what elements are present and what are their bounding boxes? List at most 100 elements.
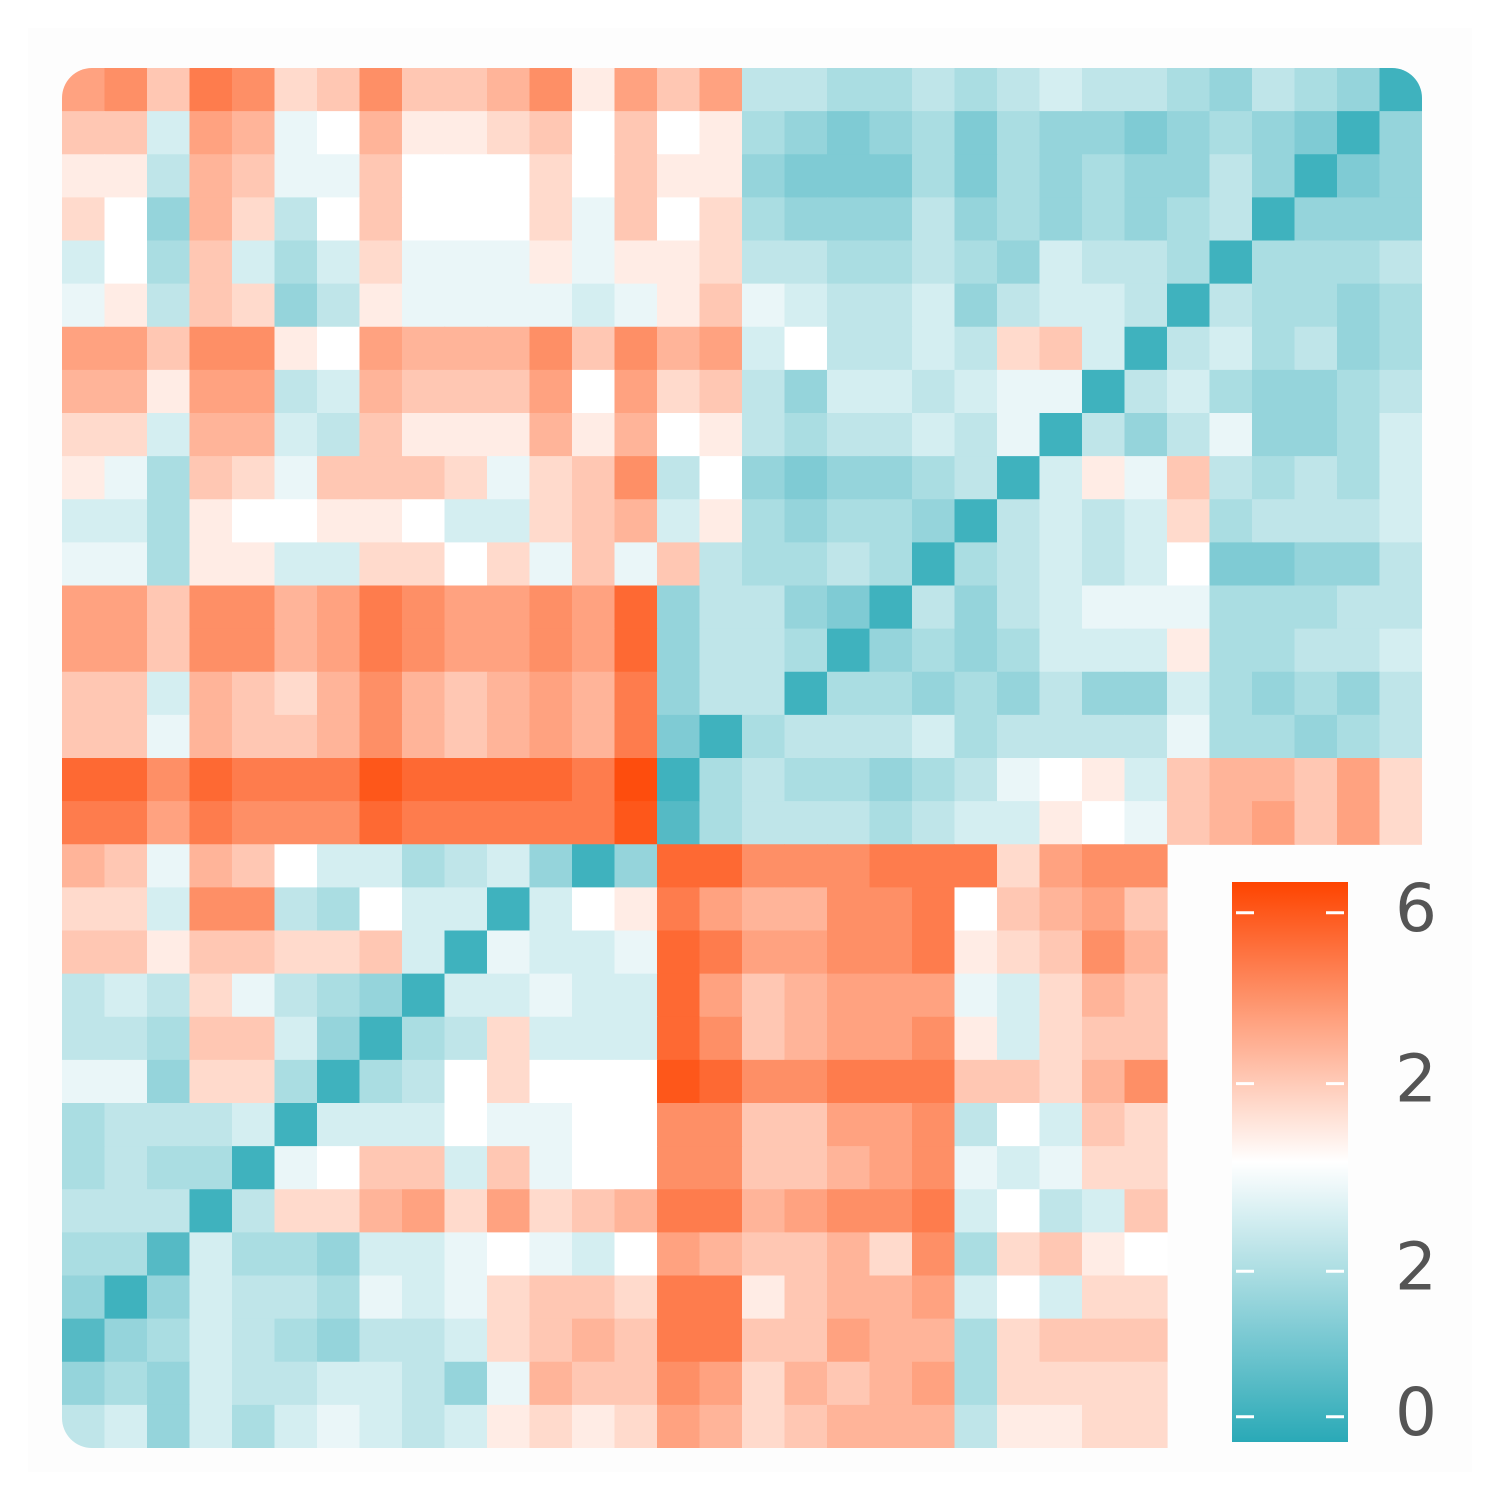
cell <box>147 585 191 630</box>
cell <box>572 111 616 155</box>
cell <box>997 456 1041 500</box>
cell <box>62 1189 106 1233</box>
cell <box>954 240 998 285</box>
cell <box>1124 1318 1168 1363</box>
cell <box>189 887 233 932</box>
cell <box>1337 585 1381 630</box>
cell <box>274 1404 318 1448</box>
cell <box>232 801 276 845</box>
cell <box>529 456 573 500</box>
cell <box>997 542 1041 587</box>
cell <box>1167 413 1211 457</box>
cell <box>317 1146 361 1190</box>
cell <box>189 1275 233 1320</box>
cell <box>359 1404 403 1448</box>
cell <box>657 844 701 888</box>
cell <box>912 197 956 242</box>
cell <box>657 628 701 673</box>
cell <box>147 973 191 1018</box>
cell <box>657 283 701 328</box>
cell <box>1039 1059 1083 1104</box>
cell <box>699 801 743 845</box>
cell <box>827 1318 871 1363</box>
cell <box>359 671 403 716</box>
cell <box>232 283 276 328</box>
cell <box>189 499 233 543</box>
cell <box>1252 628 1296 673</box>
cell <box>359 68 403 112</box>
cell <box>784 585 828 630</box>
cell <box>317 1275 361 1320</box>
cell <box>232 542 276 587</box>
cell <box>869 240 913 285</box>
cell <box>1039 499 1083 543</box>
cell <box>784 1318 828 1363</box>
cell <box>317 930 361 975</box>
colorbar-ticks: 0 2 2 6 <box>1236 870 1437 1451</box>
cell <box>784 1189 828 1233</box>
cell <box>359 887 403 932</box>
cell <box>147 1189 191 1233</box>
cell <box>997 1404 1041 1448</box>
cell <box>232 1275 276 1320</box>
cell <box>232 973 276 1018</box>
cell <box>104 456 148 500</box>
cell <box>147 887 191 932</box>
cell <box>572 369 616 414</box>
cell <box>189 844 233 888</box>
cell <box>912 1361 956 1406</box>
cell <box>274 844 318 888</box>
cell <box>784 1016 828 1061</box>
cell <box>1337 326 1381 371</box>
cell <box>572 240 616 285</box>
cell <box>699 714 743 759</box>
cell <box>104 1361 148 1406</box>
cell <box>784 111 828 155</box>
cell <box>997 1318 1041 1363</box>
cell <box>189 283 233 328</box>
cell <box>402 1146 446 1190</box>
cell <box>742 1189 786 1233</box>
cell <box>1167 154 1211 198</box>
cell <box>699 585 743 630</box>
cell <box>317 887 361 932</box>
cell <box>954 973 998 1018</box>
cell <box>1124 930 1168 975</box>
cell <box>1082 1275 1126 1320</box>
cell <box>487 758 531 802</box>
cell <box>1039 1146 1083 1190</box>
cell <box>869 714 913 759</box>
cell <box>402 758 446 802</box>
cell <box>869 1016 913 1061</box>
cell <box>912 671 956 716</box>
cell <box>487 887 531 932</box>
cell <box>1379 671 1422 716</box>
cell <box>657 714 701 759</box>
cell <box>827 283 871 328</box>
cell <box>487 1318 531 1363</box>
cell <box>1082 1318 1126 1363</box>
cell <box>529 671 573 716</box>
cell <box>912 240 956 285</box>
cell <box>784 499 828 543</box>
cell <box>1124 1189 1168 1233</box>
cell <box>614 714 658 759</box>
cell <box>869 456 913 500</box>
cell <box>657 456 701 500</box>
cell <box>189 456 233 500</box>
cell <box>1294 714 1338 759</box>
cell <box>1039 1232 1083 1277</box>
cell <box>997 283 1041 328</box>
cell <box>147 671 191 716</box>
cell <box>1082 930 1126 975</box>
cell <box>444 930 488 975</box>
cell <box>742 801 786 845</box>
cell <box>274 369 318 414</box>
cell <box>614 499 658 543</box>
cell <box>147 326 191 371</box>
cell <box>657 1189 701 1233</box>
cell <box>402 154 446 198</box>
cell <box>487 369 531 414</box>
cell <box>1082 628 1126 673</box>
cell <box>1124 499 1168 543</box>
